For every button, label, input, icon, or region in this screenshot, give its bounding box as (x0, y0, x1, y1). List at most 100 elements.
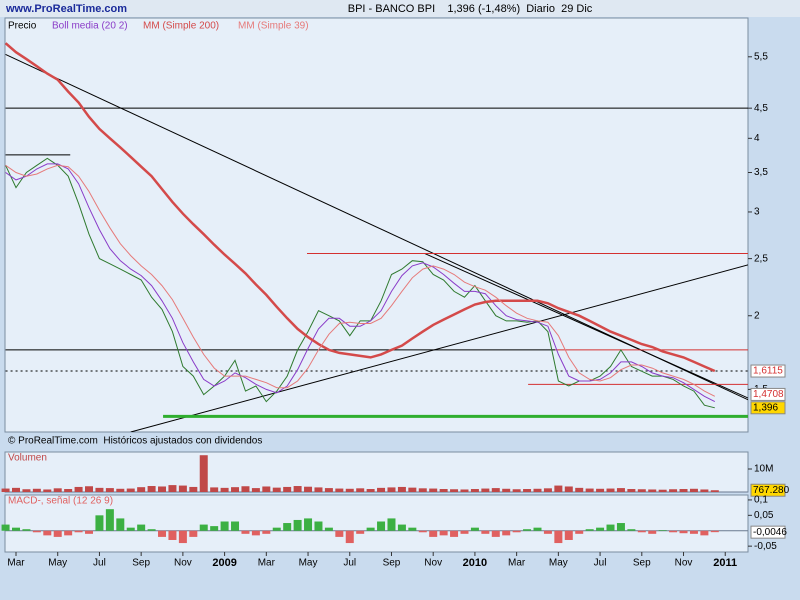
bar (366, 489, 375, 492)
bar (512, 489, 521, 492)
bar (616, 488, 625, 492)
bar (627, 529, 636, 531)
bar (564, 486, 573, 492)
bar (491, 488, 500, 492)
series-line (5, 42, 716, 373)
bar (168, 530, 177, 540)
bar (178, 485, 187, 492)
bar (199, 455, 208, 492)
x-tick-label: Jul (93, 558, 106, 569)
y-tick-label: 4 (754, 133, 760, 144)
series-line (5, 164, 716, 397)
price-panel (4, 17, 749, 433)
bar (105, 509, 114, 531)
bar (439, 530, 448, 536)
bar (512, 530, 521, 533)
bar (116, 518, 125, 531)
x-tick-label: 2009 (212, 557, 236, 569)
bar (658, 530, 667, 531)
bar (32, 488, 41, 492)
bar (53, 530, 62, 537)
bar (32, 530, 41, 533)
bar (74, 486, 83, 492)
bar (523, 529, 532, 531)
bar (1, 524, 10, 531)
y-tick-label: 10M (754, 464, 773, 475)
bar (251, 530, 260, 536)
bar (283, 523, 292, 531)
bar (105, 488, 114, 492)
bar (241, 530, 250, 534)
bar (231, 487, 240, 492)
bar (335, 530, 344, 537)
x-tick-label: May (299, 558, 318, 569)
bar (324, 488, 333, 492)
x-tick-label: Mar (7, 558, 25, 569)
bar (377, 487, 386, 492)
value-box-label: -0,0046 (753, 527, 787, 538)
bar (491, 530, 500, 537)
bar (64, 530, 73, 536)
bar (74, 530, 83, 533)
bar (189, 530, 198, 537)
bar (470, 527, 479, 531)
y-tick-label: -0,05 (754, 541, 777, 552)
x-tick-label: May (48, 558, 67, 569)
bar (231, 521, 240, 531)
x-tick-label: Jul (594, 558, 607, 569)
y-tick-label: 3,5 (754, 167, 768, 178)
bar (575, 530, 584, 534)
bar (606, 524, 615, 531)
x-tick-label: Nov (424, 558, 442, 569)
bar (585, 529, 594, 531)
value-box-label: 1,4708 (753, 389, 784, 400)
bar (356, 530, 365, 534)
bar (408, 487, 417, 492)
bar (158, 530, 167, 537)
bar (429, 488, 438, 492)
bar (43, 489, 52, 492)
value-box (750, 483, 786, 497)
panel-title: Volumen (8, 453, 47, 464)
bar (679, 530, 688, 534)
bar (345, 488, 354, 492)
y-tick-label: 3 (754, 207, 760, 218)
x-tick-label: Jul (343, 558, 356, 569)
bar (356, 488, 365, 492)
y-tick-label: 2 (754, 310, 760, 321)
bar (220, 521, 229, 531)
bar (304, 518, 313, 531)
bar (408, 527, 417, 531)
value-box-label: 767.280 (753, 485, 790, 496)
bar (22, 529, 31, 531)
volume-panel (4, 451, 749, 493)
bar (658, 489, 667, 492)
bar (616, 523, 625, 531)
bar (596, 527, 605, 531)
bar (585, 488, 594, 492)
bar (43, 530, 52, 536)
source-note: © ProRealTime.com Históricos ajustados c… (8, 436, 262, 447)
x-tick-label: Sep (132, 558, 150, 569)
bar (523, 489, 532, 492)
bar (418, 530, 427, 533)
bar (397, 524, 406, 531)
bar (251, 488, 260, 492)
bar (669, 530, 678, 533)
bar (575, 487, 584, 492)
legend-entry: Precio (8, 21, 37, 32)
bar (283, 486, 292, 492)
y-tick-label: 2,5 (754, 253, 768, 264)
bar (272, 527, 281, 531)
bar (314, 521, 323, 531)
legend-entry: Boll media (20 2) (52, 21, 128, 32)
bar (648, 530, 657, 534)
value-box (750, 525, 786, 539)
bar (637, 489, 646, 492)
bar (335, 488, 344, 492)
x-tick-label: Nov (675, 558, 693, 569)
bar (189, 486, 198, 492)
bar (533, 488, 542, 492)
bar (710, 530, 719, 533)
bar (637, 530, 646, 533)
